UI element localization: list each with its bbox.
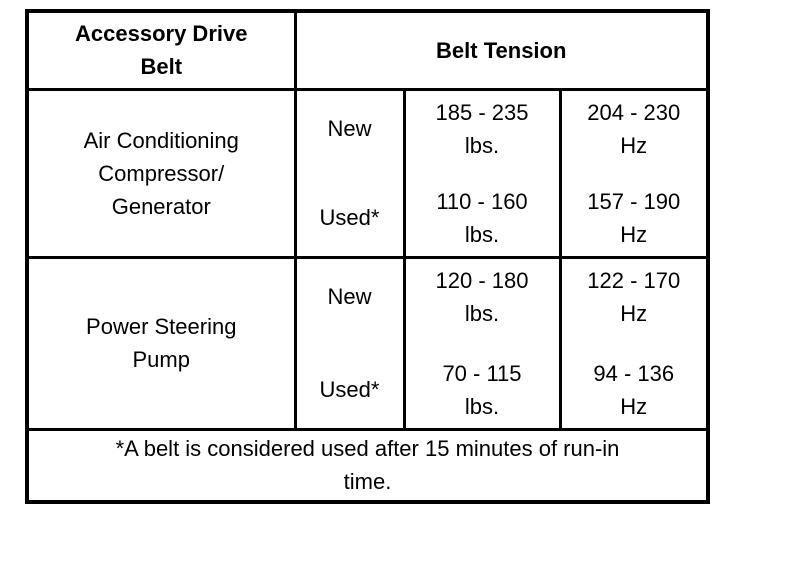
tension-lbs-value: 110 - 160 lbs.: [436, 188, 528, 247]
tension-hz-cell: 204 - 230 Hz 157 - 190 Hz: [558, 87, 710, 259]
tension-lbs-value: 120 - 180 lbs.: [435, 267, 529, 326]
tension-hz-value: 94 - 136 Hz: [593, 360, 675, 419]
belt-name-power-steering-pump: Power Steering Pump: [25, 255, 297, 431]
table-footnote-row: *A belt is considered used after 15 minu…: [25, 427, 710, 504]
condition-new-label: New: [327, 116, 372, 141]
table-row-power-steering: Power Steering Pump New Used* 120 - 180 …: [25, 255, 710, 431]
condition-used-label: Used*: [319, 377, 380, 402]
header-belt-tension: Belt Tension: [293, 9, 710, 91]
table-header-row: Accessory Drive Belt Belt Tension: [25, 9, 710, 91]
footnote-text: *A belt is considered used after 15 minu…: [25, 427, 710, 504]
tension-hz-cell: 122 - 170 Hz 94 - 136 Hz: [558, 255, 710, 431]
tension-hz-value: 157 - 190 Hz: [587, 188, 681, 247]
tension-hz-value: 204 - 230 Hz: [587, 99, 681, 158]
tension-lbs-cell: 185 - 235 lbs. 110 - 160 lbs.: [402, 87, 562, 259]
condition-used-label: Used*: [319, 205, 380, 230]
belt-name-ac-compressor-generator: Air Conditioning Compressor/ Generator: [25, 87, 297, 259]
tension-lbs-value: 185 - 235 lbs.: [435, 99, 529, 158]
table-row-ac-compressor: Air Conditioning Compressor/ Generator N…: [25, 87, 710, 259]
tension-lbs-value: 70 - 115 lbs.: [442, 360, 522, 419]
condition-cell: New Used*: [293, 255, 406, 431]
condition-new-label: New: [327, 284, 372, 309]
header-accessory-drive-belt: Accessory Drive Belt: [25, 9, 297, 91]
belt-tension-table: Accessory Drive Belt Belt Tension Air Co…: [25, 9, 710, 504]
condition-cell: New Used*: [293, 87, 406, 259]
tension-lbs-cell: 120 - 180 lbs. 70 - 115 lbs.: [402, 255, 562, 431]
tension-hz-value: 122 - 170 Hz: [587, 267, 681, 326]
